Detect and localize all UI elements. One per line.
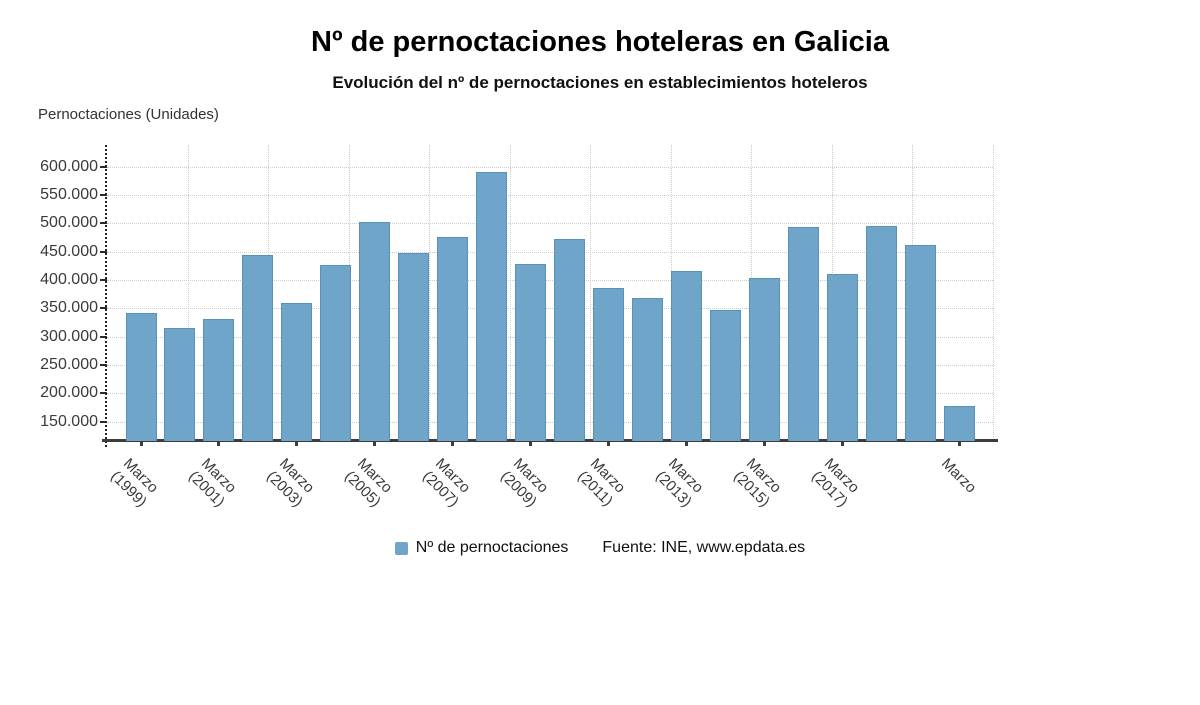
y-tick-mark xyxy=(100,392,107,395)
x-tick-label: Marzo (2001) xyxy=(185,455,241,511)
y-tick-label: 450.000 xyxy=(40,242,98,260)
y-axis-title: Pernoctaciones (Unidades) xyxy=(38,106,219,123)
x-tick-label: Marzo (2015) xyxy=(730,455,786,511)
y-tick-label: 150.000 xyxy=(40,412,98,430)
y-tick-label: 500.000 xyxy=(40,214,98,232)
x-tick-mark xyxy=(606,442,610,446)
x-tick-mark xyxy=(451,442,455,446)
x-gridline xyxy=(429,145,431,441)
bar[interactable] xyxy=(164,327,196,441)
x-tick-label: Marzo (2005) xyxy=(341,455,397,511)
bar[interactable] xyxy=(437,236,469,441)
y-tick-label: 400.000 xyxy=(40,270,98,288)
y-tick-label: 300.000 xyxy=(40,327,98,345)
bar[interactable] xyxy=(476,172,508,441)
bar[interactable] xyxy=(826,273,858,441)
bar[interactable] xyxy=(320,265,352,441)
x-axis-line xyxy=(102,439,998,442)
x-tick-mark xyxy=(139,442,143,446)
y-tick-mark xyxy=(100,278,107,281)
x-tick-label: Marzo (2009) xyxy=(497,455,553,511)
y-gridline xyxy=(107,279,993,281)
y-tick-mark xyxy=(100,420,107,423)
y-gridline xyxy=(107,308,993,310)
y-gridline xyxy=(107,194,993,196)
y-tick-mark xyxy=(100,250,107,253)
bar[interactable] xyxy=(865,225,897,441)
x-tick-mark xyxy=(762,442,766,446)
source-text: Fuente: INE, www.epdata.es xyxy=(602,539,806,556)
y-axis-line xyxy=(105,145,107,447)
x-gridline xyxy=(590,145,592,441)
x-tick-label: Marzo (2017) xyxy=(808,455,864,511)
bar[interactable] xyxy=(709,310,741,441)
x-tick-label: Marzo (2003) xyxy=(263,455,319,511)
plot-area: 600.000 550.000 500.000 450.000 400.000 350.0… xyxy=(40,145,998,510)
legend-label: Nº de pernoctaciones xyxy=(415,539,569,556)
bar[interactable] xyxy=(125,312,157,441)
bar[interactable] xyxy=(553,238,585,441)
bar[interactable] xyxy=(359,221,391,441)
legend-swatch-icon xyxy=(394,541,408,555)
x-tick-mark xyxy=(217,442,221,446)
y-tick-mark xyxy=(100,165,107,168)
y-tick-label: 550.000 xyxy=(40,185,98,203)
y-gridline xyxy=(107,336,993,338)
chart-subtitle: Evolución del nº de pernoctaciones en es… xyxy=(332,73,868,92)
x-tick-label: Marzo (2013) xyxy=(652,455,708,511)
y-gridline xyxy=(107,223,993,225)
y-gridline xyxy=(107,421,993,423)
x-tick-label: Marzo xyxy=(937,455,979,497)
y-gridline xyxy=(107,365,993,366)
y-tick-mark xyxy=(100,307,107,310)
x-tick-label: Marzo (2011) xyxy=(574,455,629,510)
y-tick-mark xyxy=(100,193,107,196)
y-tick-mark xyxy=(100,222,107,225)
bar[interactable] xyxy=(631,298,663,441)
y-tick-label: 350.000 xyxy=(40,299,98,317)
x-gridline xyxy=(993,145,994,441)
bar[interactable] xyxy=(281,303,313,441)
legend-item[interactable]: Nº de pernoctaciones xyxy=(394,539,569,557)
chart-title: Nº de pernoctaciones hoteleras en Galici… xyxy=(311,26,889,58)
y-tick-mark xyxy=(100,364,107,366)
x-tick-mark xyxy=(295,442,299,446)
x-tick-mark xyxy=(684,442,688,446)
legend: Nº de pernoctaciones Fuente: INE, www.ep… xyxy=(0,539,1200,557)
x-tick-mark xyxy=(840,442,844,446)
y-gridline xyxy=(107,166,993,168)
bar[interactable] xyxy=(242,255,274,441)
y-gridline xyxy=(107,393,993,395)
x-tick-mark xyxy=(373,442,377,446)
x-tick-mark xyxy=(957,442,961,446)
x-gridline xyxy=(187,145,189,441)
bar[interactable] xyxy=(787,226,819,441)
y-gridline xyxy=(107,251,993,253)
y-tick-label: 250.000 xyxy=(40,356,98,373)
x-gridline xyxy=(509,145,511,441)
y-tick-label: 600.000 xyxy=(40,157,98,175)
bar[interactable] xyxy=(592,287,624,441)
x-tick-label: Marzo (2007) xyxy=(419,455,475,511)
x-tick-label-line: Marzo xyxy=(937,455,980,497)
x-tick-label: Marzo (1999) xyxy=(107,455,163,511)
bar[interactable] xyxy=(670,270,702,441)
y-tick-label: 200.000 xyxy=(40,384,98,402)
bar[interactable] xyxy=(943,406,975,441)
bar[interactable] xyxy=(398,252,430,441)
bar[interactable] xyxy=(904,244,936,441)
bar[interactable] xyxy=(203,318,235,441)
bar[interactable] xyxy=(748,278,780,441)
bar[interactable] xyxy=(515,264,547,441)
y-tick-mark xyxy=(100,335,107,338)
x-tick-mark xyxy=(529,442,533,446)
